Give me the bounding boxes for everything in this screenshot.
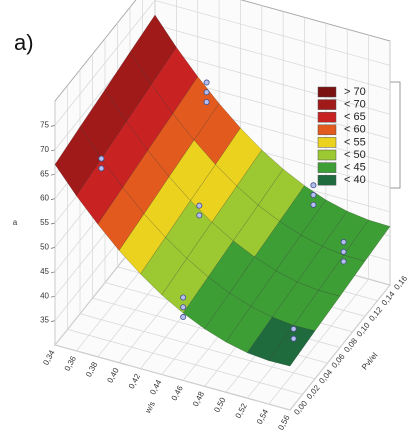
data-point bbox=[180, 304, 187, 311]
legend-swatch bbox=[317, 111, 337, 123]
legend-swatch bbox=[317, 162, 337, 173]
data-point bbox=[98, 165, 105, 172]
x-tick-label: 0,36 bbox=[63, 354, 79, 372]
grid-line bbox=[154, 24, 391, 91]
legend-label: < 65 bbox=[344, 111, 366, 123]
x-tick-label: 0,50 bbox=[212, 395, 228, 413]
data-point bbox=[310, 182, 317, 189]
tick-mark bbox=[50, 198, 56, 200]
x-tick-label: 0,42 bbox=[127, 372, 143, 390]
x-axis-title: w/s bbox=[143, 400, 157, 416]
data-point bbox=[340, 248, 347, 255]
z-tick-label: 70 bbox=[40, 145, 49, 154]
data-point bbox=[203, 99, 210, 106]
tick-mark bbox=[50, 295, 56, 298]
tick-mark bbox=[50, 149, 56, 152]
legend-label: < 45 bbox=[344, 162, 366, 174]
x-tick-label: 0,46 bbox=[170, 384, 186, 402]
tick-mark bbox=[50, 125, 56, 127]
data-point bbox=[340, 258, 347, 265]
legend-swatch bbox=[317, 174, 337, 186]
legend-label: < 40 bbox=[344, 174, 366, 186]
z-tick-label: 55 bbox=[40, 218, 49, 227]
z-tick-label: 35 bbox=[40, 316, 49, 325]
legend-label: < 55 bbox=[344, 136, 366, 148]
x-tick-label: 0,52 bbox=[234, 401, 250, 419]
x-tick-label: 0,40 bbox=[105, 366, 121, 384]
grid-line bbox=[154, 48, 391, 115]
data-point bbox=[196, 212, 203, 219]
data-point bbox=[310, 192, 317, 199]
data-point bbox=[290, 325, 297, 332]
z-tick-label: 75 bbox=[40, 121, 49, 130]
legend-label: < 50 bbox=[344, 149, 366, 161]
legend-label: < 70 bbox=[344, 99, 366, 111]
tick-mark bbox=[50, 173, 56, 176]
legend-swatch bbox=[317, 99, 337, 110]
data-point bbox=[196, 202, 203, 209]
tick-mark bbox=[50, 222, 56, 225]
x-tick-label: 0,44 bbox=[148, 378, 164, 396]
x-tick-label: 0,48 bbox=[191, 390, 207, 408]
legend-swatch bbox=[317, 137, 337, 148]
data-point bbox=[203, 89, 210, 96]
data-point bbox=[180, 294, 187, 301]
x-tick-label: 0,56 bbox=[276, 413, 292, 431]
panel-label: a) bbox=[14, 30, 34, 55]
surface-cell bbox=[268, 325, 316, 367]
tick-mark bbox=[50, 247, 56, 249]
tick-mark bbox=[50, 271, 56, 274]
data-point bbox=[203, 79, 210, 86]
y-axis-title: Pvl/el bbox=[360, 351, 380, 372]
tick-mark bbox=[50, 320, 56, 322]
data-point bbox=[310, 201, 317, 208]
legend-label: < 60 bbox=[344, 124, 366, 136]
x-tick-label: 0,38 bbox=[84, 360, 100, 378]
grid-line bbox=[154, 0, 391, 66]
data-point bbox=[98, 155, 105, 162]
grid-line bbox=[67, 329, 303, 395]
z-axis-title: a bbox=[13, 218, 18, 227]
legend-swatch bbox=[317, 86, 337, 98]
z-tick-label: 50 bbox=[40, 243, 49, 252]
x-tick-label: 0,34 bbox=[41, 348, 57, 366]
z-tick-label: 65 bbox=[40, 169, 49, 178]
z-tick-label: 45 bbox=[40, 267, 49, 276]
data-point bbox=[340, 239, 347, 246]
y-tick-label: 0,16 bbox=[392, 274, 409, 292]
grid-line bbox=[54, 344, 291, 411]
data-point bbox=[180, 314, 187, 321]
x-tick-label: 0,54 bbox=[255, 407, 271, 425]
grid-line bbox=[79, 313, 316, 380]
z-tick-label: 60 bbox=[40, 194, 49, 203]
z-tick-label: 40 bbox=[40, 291, 49, 300]
legend-label: > 70 bbox=[344, 86, 366, 98]
legend-swatch bbox=[317, 149, 337, 161]
legend-swatch bbox=[317, 124, 337, 136]
data-point bbox=[290, 335, 297, 342]
